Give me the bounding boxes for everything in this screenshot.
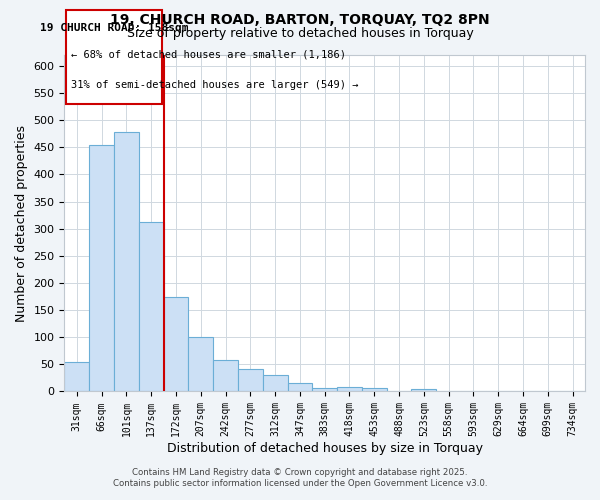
Bar xyxy=(287,384,313,392)
X-axis label: Distribution of detached houses by size in Torquay: Distribution of detached houses by size … xyxy=(167,442,483,455)
Text: Size of property relative to detached houses in Torquay: Size of property relative to detached ho… xyxy=(127,28,473,40)
Bar xyxy=(164,296,188,392)
Bar xyxy=(412,389,436,392)
Bar xyxy=(263,375,287,392)
Text: 19, CHURCH ROAD, BARTON, TORQUAY, TQ2 8PN: 19, CHURCH ROAD, BARTON, TORQUAY, TQ2 8P… xyxy=(110,12,490,26)
Bar xyxy=(362,388,386,392)
Text: Contains HM Land Registry data © Crown copyright and database right 2025.
Contai: Contains HM Land Registry data © Crown c… xyxy=(113,468,487,487)
Bar xyxy=(89,144,114,392)
Bar xyxy=(139,222,164,392)
Bar xyxy=(238,368,263,392)
Bar xyxy=(114,132,139,392)
Bar xyxy=(313,388,337,392)
Bar xyxy=(213,360,238,392)
Text: 31% of semi-detached houses are larger (549) →: 31% of semi-detached houses are larger (… xyxy=(71,80,358,90)
Text: ← 68% of detached houses are smaller (1,186): ← 68% of detached houses are smaller (1,… xyxy=(71,50,346,60)
Y-axis label: Number of detached properties: Number of detached properties xyxy=(15,124,28,322)
Bar xyxy=(188,337,213,392)
Bar xyxy=(64,362,89,392)
Bar xyxy=(337,386,362,392)
FancyBboxPatch shape xyxy=(65,10,163,104)
Text: 19 CHURCH ROAD: 158sqm: 19 CHURCH ROAD: 158sqm xyxy=(40,23,188,33)
